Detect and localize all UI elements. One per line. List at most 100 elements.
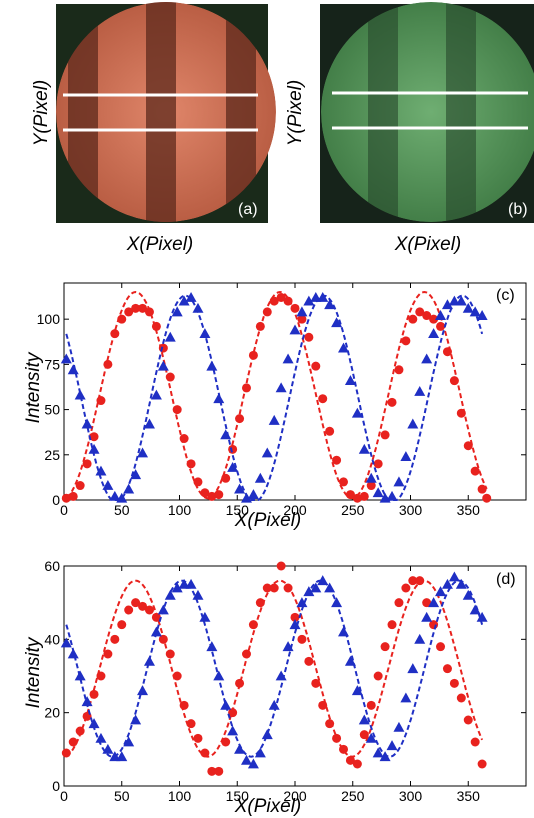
data-point-triangle bbox=[143, 655, 155, 666]
chart-c-ylabel: Intensity bbox=[23, 351, 44, 423]
data-point-triangle bbox=[476, 310, 488, 320]
data-point-triangle bbox=[462, 302, 474, 313]
data-point-circle bbox=[138, 303, 148, 313]
data-point-triangle bbox=[324, 299, 336, 310]
data-point-triangle bbox=[358, 714, 370, 725]
data-point-triangle bbox=[109, 490, 121, 501]
data-point-triangle bbox=[303, 586, 315, 597]
data-point-triangle bbox=[296, 597, 308, 608]
fit-curve-red bbox=[65, 579, 484, 758]
data-point-triangle bbox=[60, 637, 72, 648]
data-point-circle bbox=[262, 583, 272, 593]
data-point-triangle bbox=[185, 578, 197, 589]
data-point-triangle bbox=[379, 751, 391, 762]
data-point-circle bbox=[401, 336, 411, 346]
data-point-circle bbox=[408, 576, 418, 586]
data-point-circle bbox=[110, 329, 120, 339]
data-point-circle bbox=[449, 678, 459, 688]
data-point-triangle bbox=[95, 465, 107, 476]
data-point-triangle bbox=[206, 641, 218, 652]
data-point-circle bbox=[131, 598, 141, 608]
data-point-circle bbox=[339, 744, 349, 754]
data-point-triangle bbox=[240, 754, 252, 765]
data-point-circle bbox=[429, 314, 439, 324]
data-point-circle bbox=[359, 730, 369, 740]
data-point-circle bbox=[200, 488, 210, 498]
data-point-triangle bbox=[310, 291, 322, 302]
data-point-circle bbox=[366, 700, 376, 710]
data-point-triangle bbox=[67, 364, 79, 375]
data-point-circle bbox=[262, 307, 272, 317]
data-point-triangle bbox=[178, 578, 190, 589]
data-point-circle bbox=[179, 434, 189, 444]
data-point-triangle bbox=[88, 443, 100, 454]
data-point-circle bbox=[228, 708, 238, 718]
data-point-circle bbox=[200, 748, 210, 758]
data-point-triangle bbox=[407, 663, 419, 674]
data-point-circle bbox=[345, 755, 355, 765]
image-b-tag: (b) bbox=[508, 201, 528, 218]
data-point-circle bbox=[61, 748, 71, 758]
data-point-triangle bbox=[331, 317, 343, 328]
y-tick-label: 0 bbox=[52, 778, 60, 794]
data-point-circle bbox=[332, 455, 342, 465]
data-point-triangle bbox=[275, 670, 287, 681]
data-point-triangle bbox=[428, 597, 440, 608]
data-point-triangle bbox=[372, 487, 384, 498]
data-point-triangle bbox=[324, 582, 336, 593]
data-point-triangle bbox=[386, 490, 398, 501]
data-point-triangle bbox=[358, 443, 370, 454]
data-point-triangle bbox=[81, 418, 93, 429]
data-point-triangle bbox=[268, 414, 280, 425]
data-point-circle bbox=[138, 601, 148, 611]
data-point-circle bbox=[89, 689, 99, 699]
data-point-triangle bbox=[137, 685, 149, 696]
data-point-triangle bbox=[102, 743, 114, 754]
data-point-circle bbox=[436, 642, 446, 652]
data-point-triangle bbox=[386, 740, 398, 751]
data-point-triangle bbox=[199, 611, 211, 622]
data-point-triangle bbox=[338, 626, 350, 637]
data-point-circle bbox=[422, 598, 432, 608]
data-point-triangle bbox=[123, 736, 135, 747]
data-point-triangle bbox=[88, 718, 100, 729]
data-point-circle bbox=[359, 491, 369, 501]
data-point-triangle bbox=[400, 692, 412, 703]
y-tick-label: 50 bbox=[44, 402, 60, 418]
x-tick-label: 200 bbox=[283, 502, 307, 518]
data-point-circle bbox=[144, 307, 154, 317]
data-point-triangle bbox=[178, 295, 190, 306]
data-point-circle bbox=[165, 649, 175, 659]
data-point-triangle bbox=[351, 407, 363, 418]
data-point-triangle bbox=[282, 641, 294, 652]
data-point-triangle bbox=[247, 758, 259, 769]
data-point-triangle bbox=[67, 648, 79, 659]
data-point-triangle bbox=[455, 578, 467, 589]
image-panel-b: (b) Y(Pixel) X(Pixel) bbox=[285, 2, 534, 255]
data-point-circle bbox=[290, 303, 300, 313]
data-point-triangle bbox=[116, 751, 128, 762]
data-point-triangle bbox=[213, 393, 225, 404]
data-point-circle bbox=[172, 671, 182, 681]
data-point-circle bbox=[332, 733, 342, 743]
data-point-circle bbox=[283, 583, 293, 593]
y-tick-label: 0 bbox=[52, 492, 60, 508]
data-point-triangle bbox=[421, 611, 433, 622]
data-point-circle bbox=[477, 484, 487, 494]
data-point-circle bbox=[470, 737, 480, 747]
data-point-triangle bbox=[102, 480, 114, 490]
data-point-triangle bbox=[123, 483, 135, 494]
data-point-circle bbox=[482, 493, 492, 503]
data-point-triangle bbox=[441, 578, 453, 589]
data-point-circle bbox=[477, 759, 487, 769]
data-point-circle bbox=[304, 656, 314, 666]
data-point-circle bbox=[144, 605, 154, 615]
chart-d-ylabel: Intensity bbox=[23, 636, 44, 708]
data-point-triangle bbox=[414, 386, 426, 396]
data-point-triangle bbox=[116, 492, 128, 503]
data-point-triangle bbox=[157, 360, 169, 371]
data-point-circle bbox=[297, 314, 307, 324]
data-point-circle bbox=[82, 459, 92, 469]
data-point-circle bbox=[186, 459, 196, 469]
data-point-triangle bbox=[254, 747, 266, 758]
